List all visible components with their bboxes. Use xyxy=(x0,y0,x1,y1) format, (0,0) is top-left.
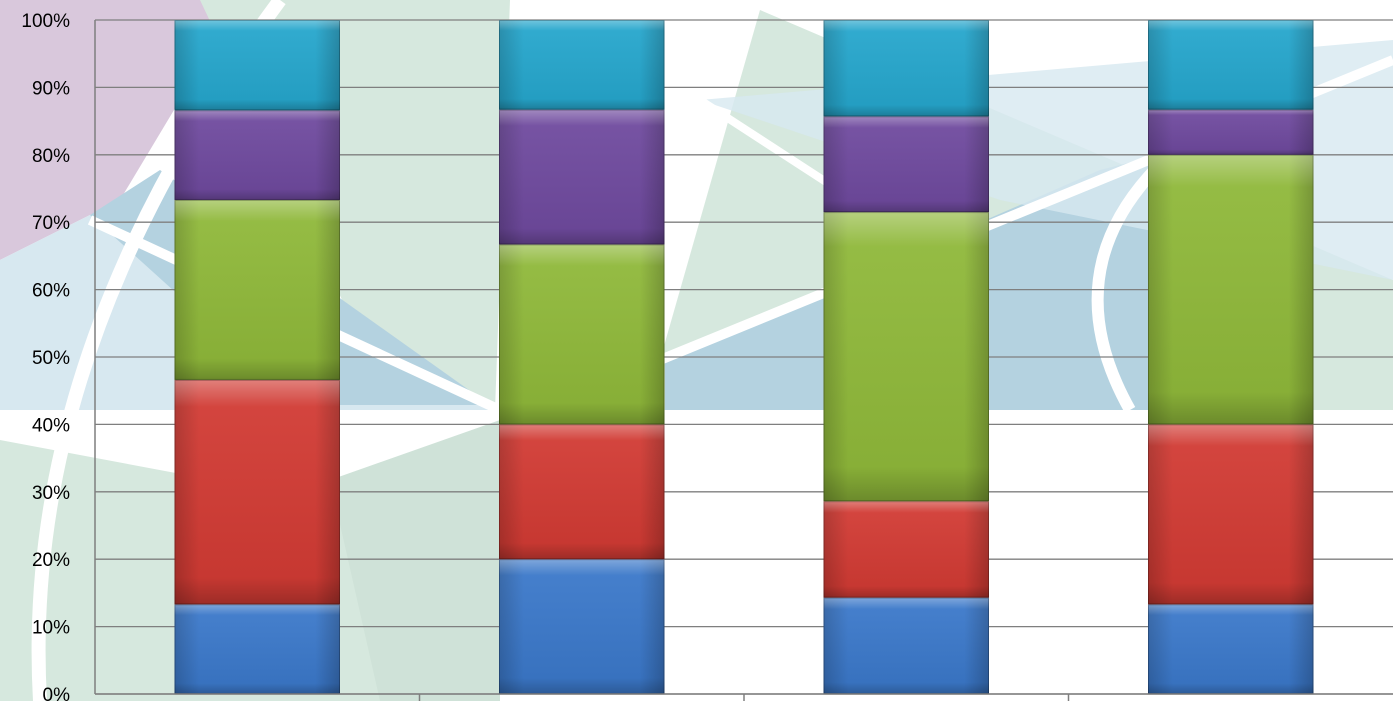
bar-segment-shade-v xyxy=(1148,424,1314,605)
bar-segment-shade-v xyxy=(174,110,340,200)
bar-segment xyxy=(1148,20,1314,110)
bar-segment-shade-v xyxy=(499,244,665,425)
y-axis-ticks: 0% 10% 20% 30% 40% 50% 60% 70% 80% 90% 100% xyxy=(21,11,70,701)
bar-segment-shade-v xyxy=(499,559,665,694)
bar-segment-shade-v xyxy=(823,212,989,502)
y-tick-label: 70% xyxy=(32,213,70,234)
bar-segment-shade-v xyxy=(499,20,665,110)
bar-segment xyxy=(174,20,340,111)
bar-segment-outline xyxy=(499,109,665,245)
bar-segment-outline xyxy=(823,20,989,117)
bar-segment-shade-v xyxy=(499,109,665,245)
bar-segment-shade-v xyxy=(174,604,340,694)
bar-segment xyxy=(174,379,340,605)
bar-segment-outline xyxy=(499,424,665,560)
bar-segment-shade-v xyxy=(823,116,989,213)
bar-segment xyxy=(823,501,989,598)
bg-green-shape-bottom-mid xyxy=(330,420,500,701)
axes xyxy=(94,20,1393,701)
bar-segment-shade-v xyxy=(1148,604,1314,694)
y-tick-label: 90% xyxy=(32,78,70,99)
bar-segment xyxy=(823,116,989,213)
bar-segment-outline xyxy=(499,244,665,425)
bar-segment xyxy=(174,110,340,200)
y-tick-label: 40% xyxy=(32,415,70,436)
y-tick-label: 100% xyxy=(21,11,70,32)
y-tick-label: 10% xyxy=(32,618,70,639)
y-tick-label: 20% xyxy=(32,550,70,571)
bar-segment-shade-v xyxy=(823,501,989,598)
bar-segment-outline xyxy=(1148,109,1314,155)
bar-segment xyxy=(499,424,665,560)
bar-segment xyxy=(823,212,989,502)
bar-segment-outline xyxy=(1148,20,1314,110)
bg-band-white xyxy=(0,410,1393,420)
y-tick-label: 0% xyxy=(43,685,71,701)
bar-segment-shade-v xyxy=(823,597,989,694)
bar-segment xyxy=(1148,154,1314,425)
bar-segment xyxy=(499,244,665,425)
bar-segment-shade-v xyxy=(174,20,340,111)
bar-segment-shade-v xyxy=(823,20,989,117)
bar-segment-outline xyxy=(1148,424,1314,605)
bar-segment-outline xyxy=(823,501,989,598)
bar-segment xyxy=(499,20,665,110)
bar-segment-outline xyxy=(174,20,340,111)
bar-segment-shade-v xyxy=(1148,109,1314,155)
y-tick-label: 30% xyxy=(32,483,70,504)
bar-segment-shade-v xyxy=(1148,20,1314,110)
y-tick-label: 80% xyxy=(32,146,70,167)
bar-segment-outline xyxy=(174,110,340,200)
bar-segment xyxy=(499,559,665,695)
bar-segment xyxy=(1148,424,1314,605)
bar-segment xyxy=(1148,109,1314,155)
y-tick-label: 50% xyxy=(32,348,70,369)
bar-segment xyxy=(499,109,665,245)
bar-segment-outline xyxy=(823,116,989,213)
bar-segment-outline xyxy=(823,212,989,502)
bar-segment-shade-v xyxy=(174,199,340,380)
bar-segment xyxy=(1148,604,1314,694)
bars xyxy=(174,20,1314,695)
bar-segment-shade-v xyxy=(174,379,340,605)
bar-segment-outline xyxy=(1148,154,1314,425)
bar-segment xyxy=(823,597,989,694)
bar-segment-outline xyxy=(174,379,340,605)
bar-segment xyxy=(823,20,989,117)
bar-segment-outline xyxy=(499,20,665,110)
bar-segment-shade-v xyxy=(1148,154,1314,425)
y-tick-label: 60% xyxy=(32,281,70,302)
bar-segment-outline xyxy=(174,199,340,380)
bar-segment xyxy=(174,199,340,380)
bar-segment xyxy=(174,604,340,694)
bar-segment-shade-v xyxy=(499,424,665,560)
